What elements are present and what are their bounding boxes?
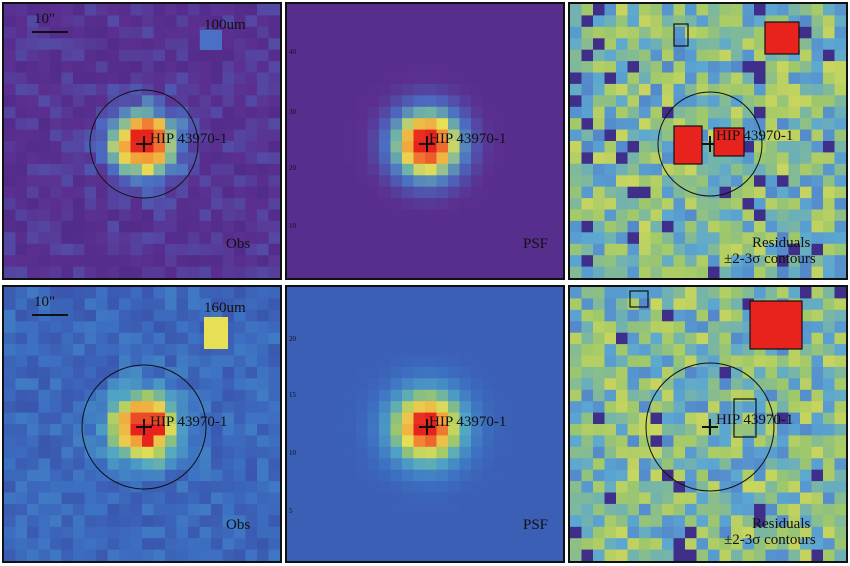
- axis-tick: 40: [289, 48, 296, 56]
- source-label: HIP 43970-1: [150, 131, 228, 147]
- panel-100um-residual: HIP 43970-1 Residuals ±2-3σ contours: [568, 2, 848, 280]
- panel-160um-residual: HIP 43970-1 Residuals ±2-3σ contours: [568, 285, 848, 563]
- axis-tick: 15: [289, 391, 296, 399]
- axis-tick: 30: [289, 108, 296, 116]
- scale-label: 10": [34, 11, 56, 27]
- panel-label-line1: Residuals: [752, 235, 811, 251]
- source-label: HIP 43970-1: [716, 412, 794, 428]
- panel-160um-obs: 10" 160um HIP 43970-1 Obs: [2, 285, 282, 563]
- source-label: HIP 43970-1: [429, 414, 507, 430]
- scale-bar: [32, 314, 68, 316]
- obs-image: [4, 4, 280, 278]
- panel-label: PSF: [523, 517, 549, 533]
- panel-label: PSF: [523, 236, 549, 252]
- panel-label-line2: ±2-3σ contours: [724, 532, 816, 548]
- panel-100um-psf: HIP 43970-1 PSF 40 30 20 10: [285, 2, 565, 280]
- psf-image: [287, 4, 563, 278]
- panel-label: Obs: [226, 236, 251, 252]
- panel-100um-obs: 10" 100um HIP 43970-1 Obs: [2, 2, 282, 280]
- band-label: 160um: [204, 300, 246, 316]
- source-label: HIP 43970-1: [716, 128, 794, 144]
- axis-tick: 10: [289, 449, 296, 457]
- obs-image: [4, 287, 280, 561]
- axis-tick: 10: [289, 222, 296, 230]
- psf-image: [287, 287, 563, 561]
- residual-image: [570, 287, 846, 561]
- residual-image: [570, 4, 846, 278]
- axis-tick: 5: [289, 507, 293, 515]
- axis-tick: 20: [289, 164, 296, 172]
- axis-tick: 20: [289, 335, 296, 343]
- panel-160um-psf: HIP 43970-1 PSF 20 15 10 5: [285, 285, 565, 563]
- band-label: 100um: [204, 17, 246, 33]
- panel-label: Obs: [226, 517, 251, 533]
- panel-label-line2: ±2-3σ contours: [724, 251, 816, 267]
- scale-label: 10": [34, 294, 56, 310]
- scale-bar: [32, 31, 68, 33]
- panel-label-line1: Residuals: [752, 516, 811, 532]
- source-label: HIP 43970-1: [150, 414, 228, 430]
- source-label: HIP 43970-1: [429, 131, 507, 147]
